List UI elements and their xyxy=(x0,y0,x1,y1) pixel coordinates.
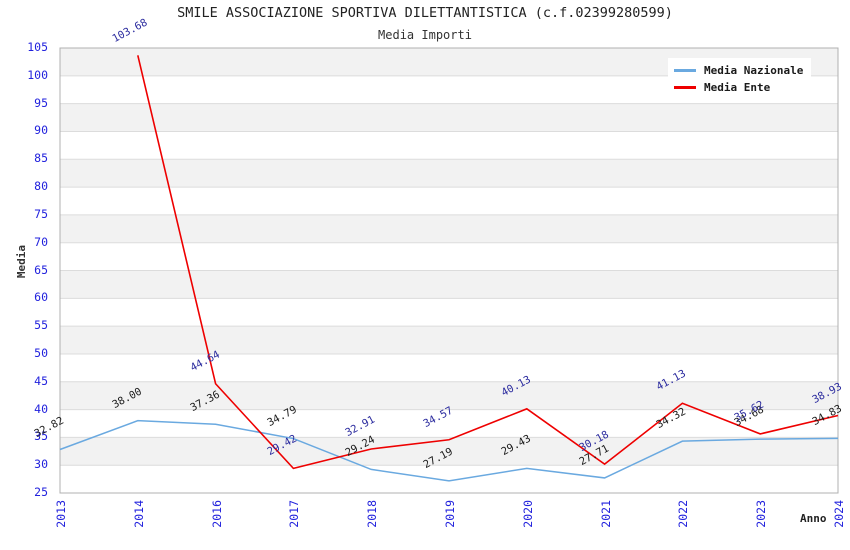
y-axis-tick-label: 95 xyxy=(34,95,48,110)
chart-title: SMILE ASSOCIAZIONE SPORTIVA DILETTANTIST… xyxy=(177,5,673,21)
x-axis-tick-label: 2019 xyxy=(443,500,457,528)
chart-legend: Media Nazionale Media Ente xyxy=(668,58,812,101)
grid-band xyxy=(60,353,838,382)
y-axis-tick-label: 45 xyxy=(34,373,48,388)
grid-band xyxy=(60,437,838,466)
grid-band xyxy=(60,326,838,354)
y-axis-tick-label: 35 xyxy=(34,429,48,444)
grid-band xyxy=(60,214,838,243)
y-axis-tick-label: 85 xyxy=(34,151,48,166)
grid-band xyxy=(60,381,838,410)
legend-item[interactable]: Media Nazionale xyxy=(674,62,803,79)
y-axis-tick-label: 55 xyxy=(34,318,48,333)
x-axis-tick-label: 2020 xyxy=(520,500,535,528)
legend-label: Media Ente xyxy=(704,81,771,94)
x-axis-tick-label: 2022 xyxy=(676,500,691,528)
legend-swatch-icon xyxy=(674,69,696,72)
y-axis-tick-label: 25 xyxy=(34,485,48,499)
y-axis-tick-label: 60 xyxy=(34,290,48,305)
legend-label: Media Nazionale xyxy=(704,64,804,77)
y-axis-tick-label: 40 xyxy=(34,401,48,416)
x-axis-tick-label: 2016 xyxy=(209,500,224,528)
y-axis-tick-label: 100 xyxy=(27,67,48,82)
x-axis-tick-label: 2018 xyxy=(365,500,380,528)
grid-band xyxy=(60,159,838,188)
x-axis-tick-label: 2017 xyxy=(287,500,302,528)
y-axis-tick-label: 75 xyxy=(34,206,48,221)
x-axis-tick-label: 2013 xyxy=(54,500,68,528)
x-axis-label: Anno xyxy=(800,512,827,525)
y-axis-tick-label: 90 xyxy=(34,123,48,138)
grid-band xyxy=(60,187,838,215)
x-axis-tick-label: 2021 xyxy=(598,500,613,528)
x-axis-tick-label: 2024 xyxy=(832,500,846,528)
grid-band xyxy=(60,298,838,327)
y-axis-tick-label: 70 xyxy=(34,234,48,249)
grid-band xyxy=(60,242,838,271)
grid-band xyxy=(60,270,838,299)
grid-band xyxy=(60,465,838,493)
series-line-media-nazionale xyxy=(59,419,839,482)
plot-border xyxy=(59,47,839,494)
grid-band xyxy=(60,103,838,132)
y-axis-tick-label: 80 xyxy=(34,179,48,194)
y-axis-tick-label: 65 xyxy=(34,262,48,277)
y-axis-tick-label: 105 xyxy=(27,40,48,54)
legend-item[interactable]: Media Ente xyxy=(674,79,803,96)
legend-swatch-icon xyxy=(674,86,696,89)
series-line-media-ente xyxy=(137,55,839,470)
x-axis-tick-label: 2023 xyxy=(754,500,769,528)
x-axis-tick-label: 2014 xyxy=(131,500,146,528)
y-axis-tick-label: 50 xyxy=(34,345,48,360)
grid-band xyxy=(60,131,838,160)
y-axis-tick-label: 30 xyxy=(34,457,48,472)
chart-subtitle: Media Importi xyxy=(378,28,472,42)
